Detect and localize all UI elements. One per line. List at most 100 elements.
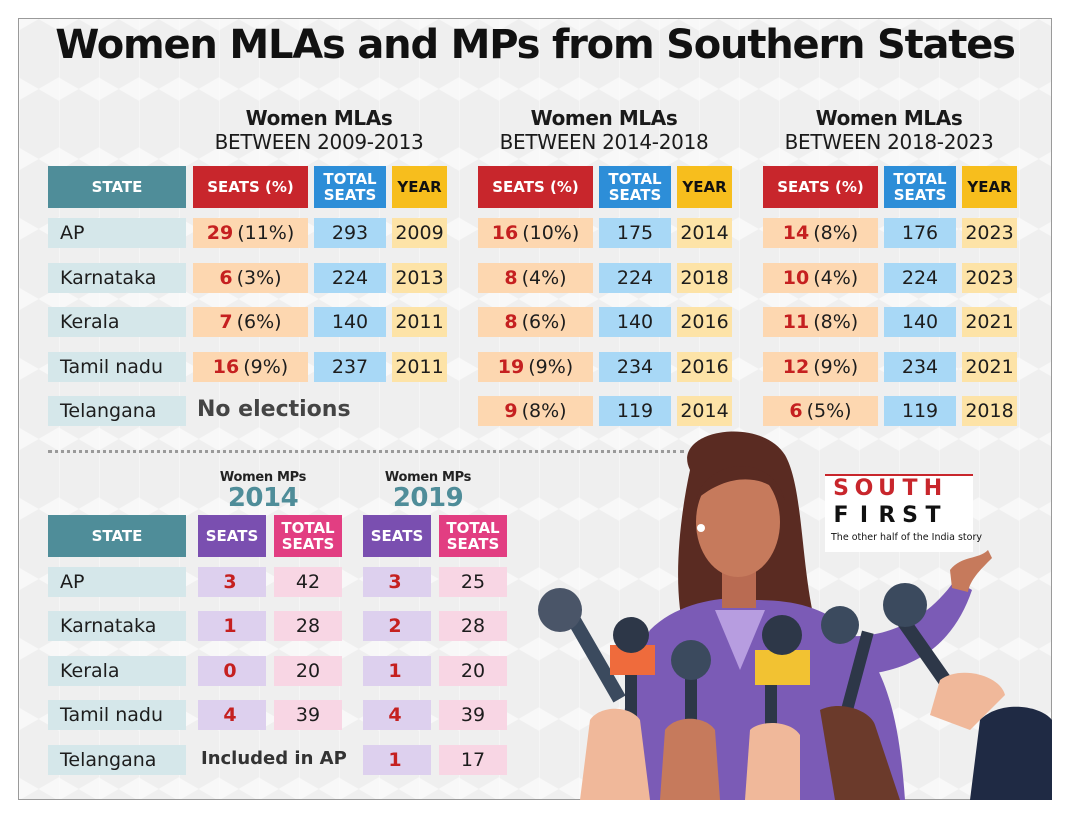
mp-total-seats-cell: 28: [439, 611, 507, 641]
seats-percent: (6%): [236, 311, 282, 333]
mp-state-cell: AP: [48, 567, 186, 597]
speaker-illustration: [538, 431, 1052, 800]
seats-value: 6: [219, 267, 233, 289]
seats-value: 29: [206, 222, 234, 244]
year-cell: 2023: [962, 218, 1017, 248]
logo-letter: T: [902, 475, 918, 501]
seats-value: 10: [782, 267, 810, 289]
logo-letter: F: [833, 502, 849, 528]
mp-heading: Women MPs: [219, 470, 307, 485]
year-cell: 2018: [677, 263, 732, 293]
total-seats-header: TOTAL SEATS: [884, 166, 956, 208]
mp-seats-cell: 1: [363, 656, 431, 686]
mp-seats-cell: 2: [363, 611, 431, 641]
seats-pct-cell: 16 (9%): [193, 352, 308, 382]
mp-total-seats-cell: 28: [274, 611, 342, 641]
seats-pct-cell: 19 (9%): [478, 352, 593, 382]
mp-seats-value: 3: [223, 571, 237, 593]
mla-group-heading: Women MLAs BETWEEN 2018-2023: [753, 106, 1025, 154]
seats-pct-cell: 6 (3%): [193, 263, 308, 293]
total-seats-cell: 224: [314, 263, 386, 293]
seats-pct-cell: 10 (4%): [763, 263, 878, 293]
seats-pct-cell: 7 (6%): [193, 307, 308, 337]
mp-total-seats-header: TOTAL SEATS: [274, 515, 342, 557]
year-cell: 2011: [392, 352, 447, 382]
logo-letter: R: [878, 502, 896, 528]
seats-pct-cell: 12 (9%): [763, 352, 878, 382]
mp-total-seats-cell: 25: [439, 567, 507, 597]
logo-letter: H: [923, 475, 943, 501]
year-cell: 2018: [962, 396, 1017, 426]
seats-percent: (10%): [522, 222, 580, 244]
year-header: YEAR: [392, 166, 447, 208]
year-cell: 2021: [962, 307, 1017, 337]
mp-state-cell: Kerala: [48, 656, 186, 686]
logo-letter: S: [833, 475, 849, 501]
included-in-ap-note: Included in AP: [201, 748, 347, 769]
year-cell: 2014: [677, 396, 732, 426]
year-cell: 2016: [677, 352, 732, 382]
seats-percent: (8%): [813, 222, 859, 244]
year-header: YEAR: [962, 166, 1017, 208]
seats-percent: (5%): [806, 400, 852, 422]
mp-seats-value: 4: [388, 704, 402, 726]
seats-pct-header: SEATS (%): [763, 166, 878, 208]
total-seats-cell: 119: [884, 396, 956, 426]
mp-state-cell: Telangana: [48, 745, 186, 775]
year-cell: 2009: [392, 218, 447, 248]
logo-letter: U: [878, 475, 896, 501]
total-seats-cell: 140: [599, 307, 671, 337]
mp-total-seats-cell: 17: [439, 745, 507, 775]
seats-value: 7: [219, 311, 233, 333]
year-cell: 2014: [677, 218, 732, 248]
seats-pct-cell: 8 (4%): [478, 263, 593, 293]
total-seats-header: TOTAL SEATS: [314, 166, 386, 208]
total-seats-cell: 224: [884, 263, 956, 293]
mp-seats-value: 2: [388, 615, 402, 637]
mla-state-header: STATE: [48, 166, 186, 208]
mp-group-heading: Women MPs 2014: [188, 470, 338, 511]
seats-pct-cell: 8 (6%): [478, 307, 593, 337]
total-seats-header: TOTAL SEATS: [599, 166, 671, 208]
mp-seats-cell: 4: [363, 700, 431, 730]
year-cell: 2023: [962, 263, 1017, 293]
mp-total-seats-cell: 39: [274, 700, 342, 730]
total-seats-cell: 237: [314, 352, 386, 382]
seats-value: 8: [504, 311, 518, 333]
mp-seats-cell: 3: [198, 567, 266, 597]
mp-total-seats-cell: 39: [439, 700, 507, 730]
logo-letter: S: [902, 502, 918, 528]
total-seats-cell: 234: [884, 352, 956, 382]
seats-pct-header: SEATS (%): [478, 166, 593, 208]
seats-percent: (8%): [813, 311, 859, 333]
south-first-logo: S O U T H F I R S T The other half of th…: [825, 474, 982, 552]
total-seats-cell: 175: [599, 218, 671, 248]
seats-value: 11: [782, 311, 810, 333]
seats-pct-cell: 11 (8%): [763, 307, 878, 337]
mp-seats-cell: 1: [363, 745, 431, 775]
mp-seats-cell: 0: [198, 656, 266, 686]
seats-percent: (9%): [813, 356, 859, 378]
mp-seats-header: SEATS: [198, 515, 266, 557]
mp-seats-value: 1: [388, 660, 402, 682]
mp-seats-header: SEATS: [363, 515, 431, 557]
section-divider: [48, 450, 684, 453]
seats-pct-cell: 9 (8%): [478, 396, 593, 426]
seats-value: 19: [497, 356, 525, 378]
year-cell: 2021: [962, 352, 1017, 382]
mp-seats-cell: 4: [198, 700, 266, 730]
seats-percent: (8%): [521, 400, 567, 422]
total-seats-cell: 176: [884, 218, 956, 248]
year-cell: 2011: [392, 307, 447, 337]
mla-group-heading: Women MLAs BETWEEN 2009-2013: [183, 106, 455, 154]
logo-letter: T: [925, 502, 941, 528]
seats-value: 16: [491, 222, 519, 244]
seats-value: 14: [782, 222, 810, 244]
logo-letter: I: [859, 502, 869, 528]
mp-total-seats-header: TOTAL SEATS: [439, 515, 507, 557]
seats-percent: (9%): [243, 356, 289, 378]
seats-value: 8: [504, 267, 518, 289]
mp-year: 2014: [227, 483, 299, 513]
mp-state-cell: Tamil nadu: [48, 700, 186, 730]
seats-percent: (4%): [813, 267, 859, 289]
